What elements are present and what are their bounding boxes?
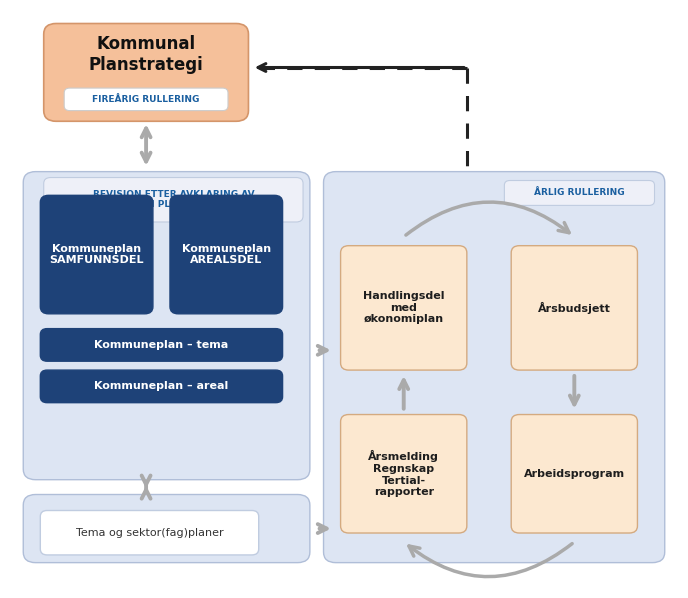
FancyBboxPatch shape [41,329,283,361]
FancyBboxPatch shape [44,23,248,121]
FancyBboxPatch shape [41,370,283,402]
Text: Årsmelding
Regnskap
Tertial-
rapporter: Årsmelding Regnskap Tertial- rapporter [368,450,439,497]
Text: Kommuneplan – tema: Kommuneplan – tema [94,340,228,350]
Text: Arbeidsprogram: Arbeidsprogram [524,469,625,479]
Text: Kommuneplan – areal: Kommuneplan – areal [94,382,228,391]
FancyBboxPatch shape [511,246,638,370]
FancyBboxPatch shape [64,88,228,111]
FancyBboxPatch shape [504,181,654,205]
Text: Kommuneplan
AREALSDEL: Kommuneplan AREALSDEL [182,244,271,266]
Text: ÅRLIG RULLERING: ÅRLIG RULLERING [534,188,625,197]
FancyBboxPatch shape [511,414,638,533]
FancyBboxPatch shape [23,495,310,563]
FancyBboxPatch shape [170,196,283,314]
Text: Tema og sektor(fag)planer: Tema og sektor(fag)planer [76,527,224,538]
FancyBboxPatch shape [41,511,259,555]
FancyBboxPatch shape [341,414,467,533]
FancyBboxPatch shape [341,246,467,370]
FancyBboxPatch shape [44,178,303,222]
FancyBboxPatch shape [41,196,153,314]
Text: Årsbudsjett: Årsbudsjett [538,302,611,314]
FancyBboxPatch shape [323,172,665,563]
Text: REVISJON ETTER AVKLARING AV
BEHOV I PLANSTRATEGI: REVISJON ETTER AVKLARING AV BEHOV I PLAN… [93,190,254,209]
Text: Handlingsdel
med
økonomiplan: Handlingsdel med økonomiplan [363,291,444,325]
FancyBboxPatch shape [23,172,310,480]
Text: Kommunal
Planstrategi: Kommunal Planstrategi [89,35,204,74]
Text: FIREÅRIG RULLERING: FIREÅRIG RULLERING [92,95,200,104]
Text: Kommuneplan
SAMFUNNSDEL: Kommuneplan SAMFUNNSDEL [50,244,144,266]
